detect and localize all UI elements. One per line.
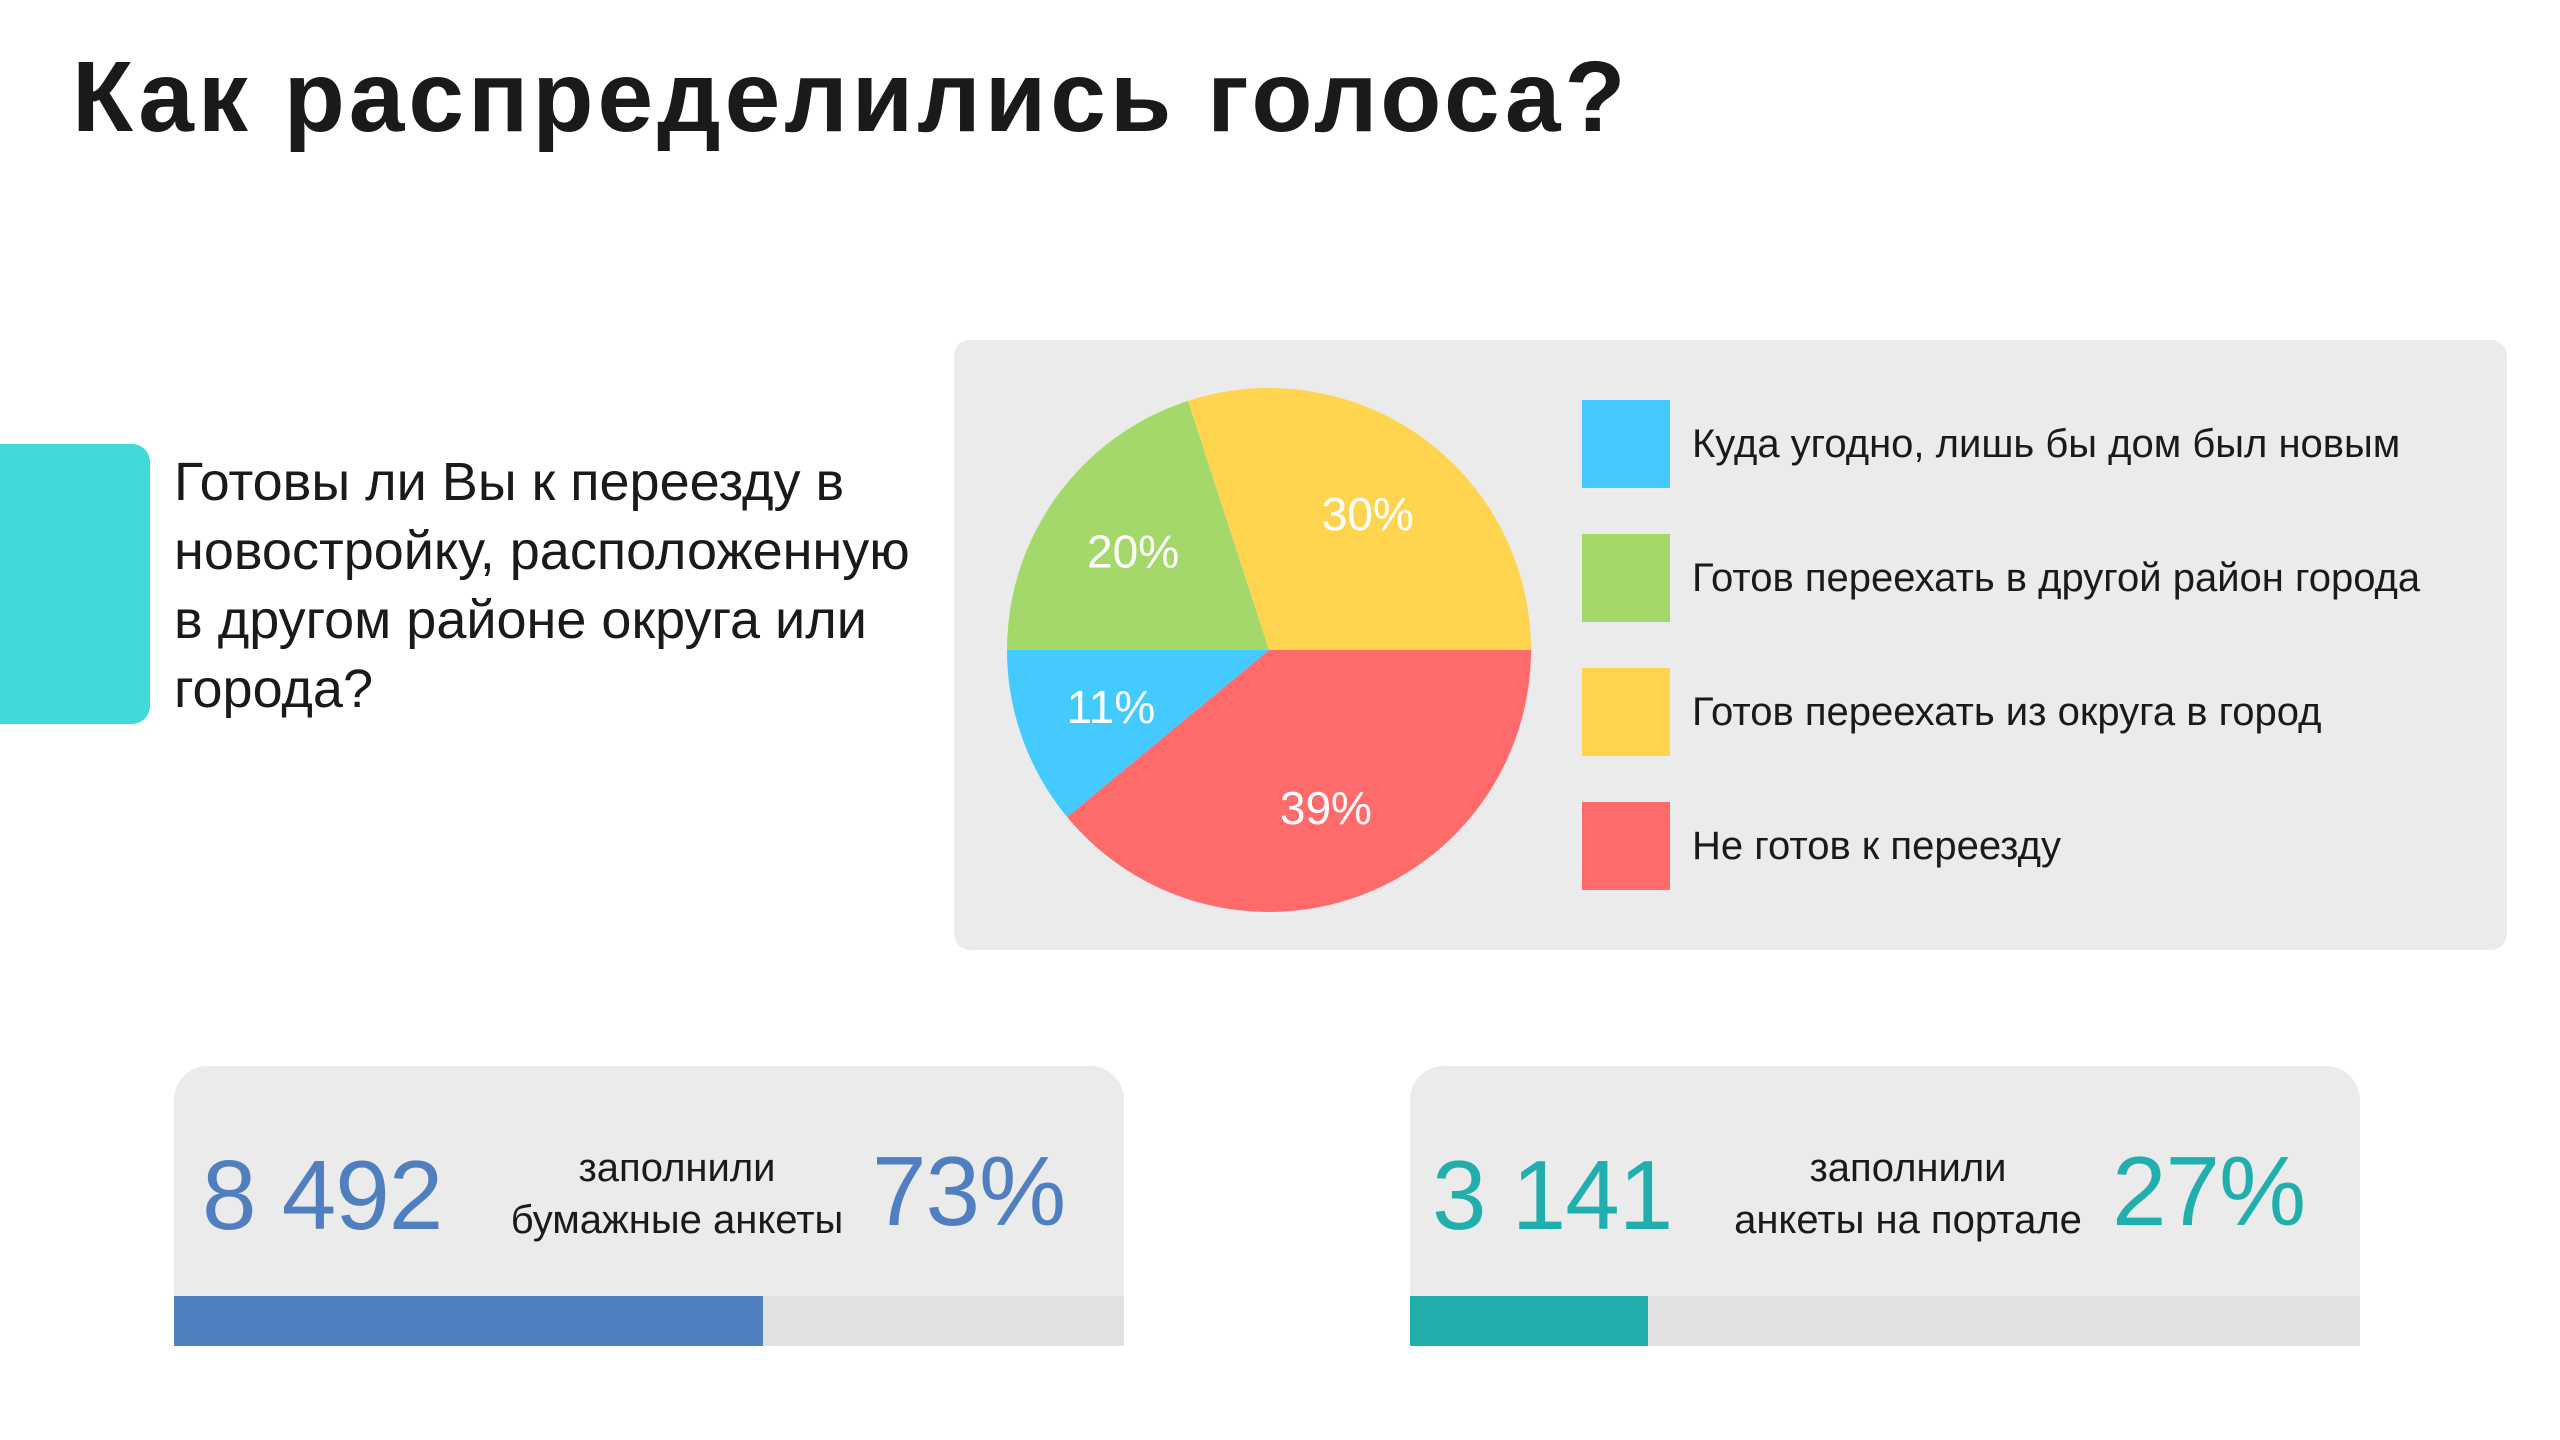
paper-stat-card: 8 492 заполнили бумажные анкеты 73% — [174, 1066, 1124, 1346]
paper-label: заполнили бумажные анкеты — [492, 1142, 862, 1246]
chart-panel: 39% 11% 20% 30% Куда угодно, лишь бы дом бы… — [954, 340, 2507, 950]
pie-slice — [1188, 388, 1531, 650]
legend-swatch — [1582, 668, 1670, 756]
survey-question: Готовы ли Вы к переезду в новостройку, р… — [174, 452, 910, 719]
legend-label: Готов переехать из округа в город — [1692, 690, 2322, 734]
pie-slice — [1067, 650, 1531, 912]
portal-percent: 27% — [2112, 1136, 2306, 1246]
pie-chart: 39% 11% 20% 30% — [1007, 388, 1531, 912]
portal-progress-track — [1410, 1296, 2360, 1346]
portal-stat-card: 3 141 заполнили анкеты на портале 27% — [1410, 1066, 2360, 1346]
legend-label: Куда угодно, лишь бы дом был новым — [1692, 422, 2401, 466]
portal-count: 3 141 — [1432, 1140, 1673, 1250]
accent-bar — [0, 444, 150, 724]
paper-label-line1: заполнили — [578, 1146, 776, 1190]
legend-swatch — [1582, 534, 1670, 622]
pie-slice-label: 20% — [1087, 525, 1179, 577]
legend-label: Не готов к переезду — [1692, 824, 2061, 868]
legend-swatch — [1582, 802, 1670, 890]
pie-slice — [1007, 400, 1269, 650]
page-title: Как распределились голоса? — [72, 41, 1630, 153]
pie-slice-label: 11% — [1067, 681, 1156, 733]
paper-count: 8 492 — [202, 1140, 443, 1250]
portal-label-line1: заполнили — [1809, 1146, 2007, 1190]
portal-progress-fill — [1410, 1296, 1648, 1346]
paper-percent: 73% — [872, 1136, 1066, 1246]
paper-progress-track — [174, 1296, 1124, 1346]
portal-label-line2: анкеты на портале — [1734, 1198, 2082, 1242]
pie-slice-label: 39% — [1280, 782, 1372, 834]
legend-swatch — [1582, 400, 1670, 488]
paper-progress-fill — [174, 1296, 763, 1346]
pie-slice-label: 30% — [1322, 488, 1414, 540]
paper-label-line2: бумажные анкеты — [510, 1198, 844, 1242]
portal-label: заполнили анкеты на портале — [1708, 1142, 2108, 1246]
legend-label: Готов переехать в другой район города — [1692, 556, 2421, 600]
pie-slice — [1007, 650, 1269, 818]
